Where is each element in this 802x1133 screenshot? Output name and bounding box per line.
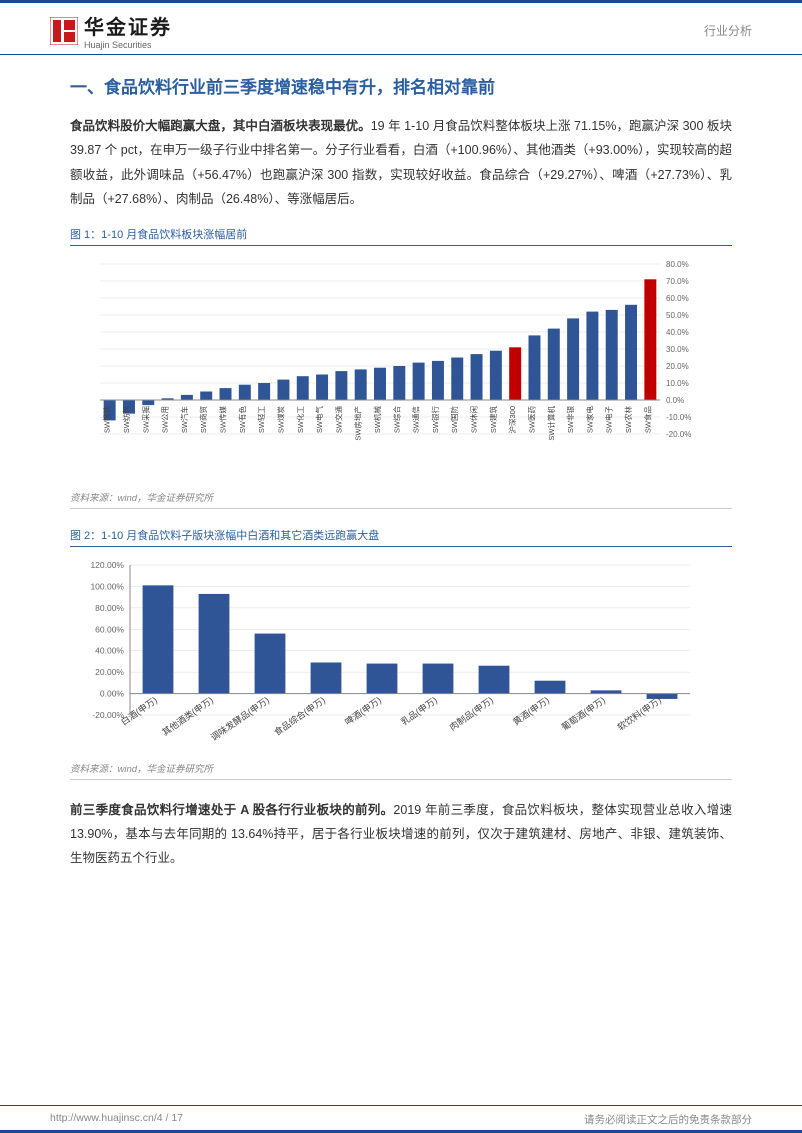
svg-text:SW综合: SW综合 — [391, 405, 401, 433]
svg-text:SW医药: SW医药 — [526, 405, 536, 433]
logo-text-cn: 华金证券 — [84, 11, 172, 40]
svg-text:SW食品: SW食品 — [642, 406, 652, 433]
header-category: 行业分析 — [704, 22, 752, 39]
section-heading: 一、食品饮料行业前三季度增速稳中有升，排名相对靠前 — [70, 73, 732, 98]
paragraph-2: 前三季度食品饮料行增速处于 A 股各行行业板块的前列。2019 年前三季度，食品… — [70, 798, 732, 871]
svg-text:SW国防: SW国防 — [449, 405, 459, 433]
svg-text:SW休闲: SW休闲 — [469, 406, 479, 433]
svg-text:SW房地产: SW房地产 — [353, 406, 363, 441]
chart-1: -20.0% -10.0% 0.0% 10.0% 20.0% 30.0% 40.0% 50.0… — [70, 254, 732, 484]
p2-bold: 前三季度食品饮料行增速处于 A 股各行行业板块的前列。 — [70, 803, 393, 817]
chart-2: -20.00%0.00%20.00%40.00%60.00%80.00%100.… — [70, 555, 732, 755]
svg-text:沪深300: 沪深300 — [507, 406, 517, 434]
svg-text:20.0%: 20.0% — [666, 362, 689, 371]
logo: 华金证券 Huajin Securities — [50, 11, 172, 50]
svg-text:SW计算机: SW计算机 — [546, 405, 556, 440]
content: 一、食品饮料行业前三季度增速稳中有升，排名相对靠前 食品饮料股价大幅跑赢大盘，其… — [0, 55, 802, 871]
svg-text:SW电气: SW电气 — [314, 405, 324, 433]
svg-text:-20.0%: -20.0% — [666, 430, 691, 439]
svg-text:啤酒(申万): 啤酒(申万) — [342, 694, 383, 727]
svg-text:SW交通: SW交通 — [333, 405, 343, 433]
svg-text:SW钢铁: SW钢铁 — [102, 405, 112, 433]
svg-text:食品综合(申万): 食品综合(申万) — [272, 694, 327, 737]
page-footer: http://www.huajinsc.cn/4 / 17 请务必阅读正文之后的… — [0, 1105, 802, 1133]
svg-text:80.0%: 80.0% — [666, 260, 689, 269]
svg-text:乳品(申万): 乳品(申万) — [398, 694, 439, 727]
svg-text:0.00%: 0.00% — [100, 688, 125, 698]
svg-text:80.00%: 80.00% — [95, 602, 124, 612]
svg-text:SW公用: SW公用 — [161, 406, 170, 433]
svg-text:SW传媒: SW传媒 — [218, 405, 228, 433]
figure1-source: 资料来源：wind，华金证券研究所 — [70, 490, 732, 509]
logo-icon — [50, 17, 78, 45]
svg-text:黄酒(申万): 黄酒(申万) — [510, 694, 551, 727]
footer-left: http://www.huajinsc.cn/4 / 17 — [50, 1112, 183, 1127]
chart-2-svg: -20.00%0.00%20.00%40.00%60.00%80.00%100.… — [70, 555, 710, 755]
logo-text-en: Huajin Securities — [84, 40, 172, 50]
svg-text:SW化工: SW化工 — [295, 405, 305, 433]
svg-text:60.0%: 60.0% — [666, 294, 689, 303]
svg-text:SW有色: SW有色 — [237, 405, 247, 433]
chart-1-svg: -20.0% -10.0% 0.0% 10.0% 20.0% 30.0% 40.0% 50.0… — [70, 254, 710, 484]
figure2-title: 图 2：1-10 月食品饮料子版块涨幅中白酒和其它酒类远跑赢大盘 — [70, 527, 732, 547]
svg-text:调味发酵品(申万): 调味发酵品(申万) — [208, 694, 271, 743]
svg-text:SW家电: SW家电 — [584, 405, 594, 433]
svg-text:50.0%: 50.0% — [666, 311, 689, 320]
p1-bold: 食品饮料股价大幅跑赢大盘，其中白酒板块表现最优。 — [70, 119, 371, 133]
figure1-title: 图 1：1-10 月食品饮料板块涨幅居前 — [70, 226, 732, 246]
svg-text:SW汽车: SW汽车 — [179, 405, 189, 433]
page-header: 华金证券 Huajin Securities 行业分析 — [0, 3, 802, 55]
svg-text:10.0%: 10.0% — [666, 379, 689, 388]
svg-text:SW农林: SW农林 — [623, 405, 633, 433]
footer-right: 请务必阅读正文之后的免责条款部分 — [584, 1112, 752, 1127]
figure2-source: 资料来源：wind，华金证券研究所 — [70, 761, 732, 780]
svg-text:SW通信: SW通信 — [411, 405, 421, 433]
svg-text:SW建筑: SW建筑 — [488, 405, 498, 433]
svg-text:SW煤炭: SW煤炭 — [275, 405, 285, 433]
svg-text:100.00%: 100.00% — [90, 581, 124, 591]
svg-text:70.0%: 70.0% — [666, 277, 689, 286]
svg-text:40.0%: 40.0% — [666, 328, 689, 337]
svg-text:-10.0%: -10.0% — [666, 413, 691, 422]
svg-text:SW电子: SW电子 — [604, 405, 614, 433]
svg-text:其他酒类(申万): 其他酒类(申万) — [160, 694, 215, 737]
svg-text:SW商贸: SW商贸 — [198, 405, 208, 433]
svg-text:120.00%: 120.00% — [90, 560, 124, 570]
svg-text:软饮料(申万): 软饮料(申万) — [615, 694, 663, 732]
svg-text:SW采掘: SW采掘 — [140, 406, 150, 433]
svg-text:葡萄酒(申万): 葡萄酒(申万) — [559, 694, 607, 732]
svg-text:60.00%: 60.00% — [95, 624, 124, 634]
svg-text:肉制品(申万): 肉制品(申万) — [447, 694, 495, 732]
svg-text:SW机械: SW机械 — [372, 405, 382, 433]
svg-text:40.00%: 40.00% — [95, 645, 124, 655]
svg-text:SW银行: SW银行 — [430, 405, 440, 433]
svg-text:SW纺织: SW纺织 — [121, 405, 131, 433]
svg-text:SW非银: SW非银 — [565, 405, 575, 433]
svg-text:30.0%: 30.0% — [666, 345, 689, 354]
svg-text:SW轻工: SW轻工 — [256, 405, 266, 433]
svg-text:白酒(申万): 白酒(申万) — [118, 694, 159, 727]
paragraph-1: 食品饮料股价大幅跑赢大盘，其中白酒板块表现最优。19 年 1-10 月食品饮料整… — [70, 114, 732, 212]
svg-text:20.00%: 20.00% — [95, 667, 124, 677]
svg-text:0.0%: 0.0% — [666, 396, 684, 405]
